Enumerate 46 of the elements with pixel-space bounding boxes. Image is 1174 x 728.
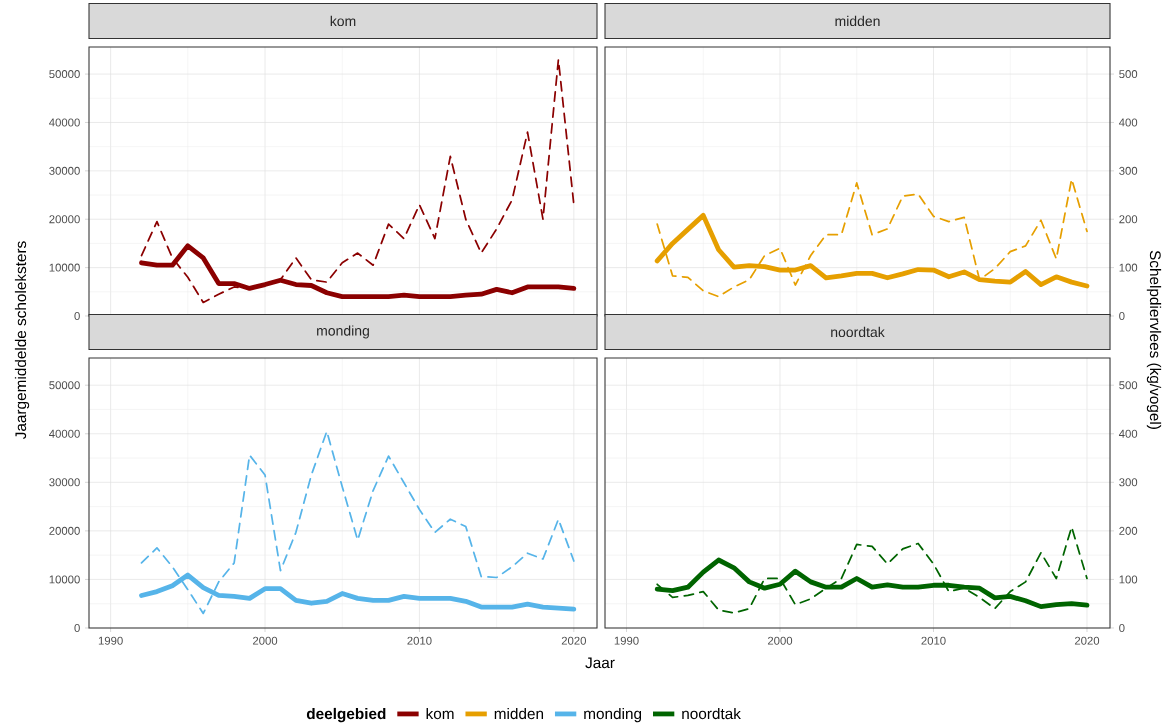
y-axis-title: Jaargemiddelde scholeksters xyxy=(14,241,30,440)
x-tick-label: 1990 xyxy=(614,636,639,645)
x-axis-title: Jaar xyxy=(585,657,615,669)
chart-title: monding xyxy=(317,325,369,339)
y-tick-label: 0 xyxy=(74,311,80,320)
y2-tick-label: 300 xyxy=(1119,478,1138,487)
y2-tick-label: 0 xyxy=(1119,311,1125,320)
y2-tick-label: 500 xyxy=(1119,70,1138,79)
legend-label: noordtak xyxy=(682,707,741,720)
y2-tick-label: 100 xyxy=(1119,263,1138,272)
y-tick-label: 50000 xyxy=(49,70,80,79)
x-tick-label: 2000 xyxy=(767,636,793,645)
y2-tick-label: 0 xyxy=(1119,624,1125,633)
y-tick-label: 20000 xyxy=(49,215,80,224)
y-tick-label: 30000 xyxy=(49,166,80,175)
y2-tick-label: 400 xyxy=(1118,429,1138,438)
y2-tick-label: 300 xyxy=(1119,166,1138,175)
y2-tick-label: 100 xyxy=(1119,575,1138,584)
x-tick-label: 2020 xyxy=(561,636,586,645)
y-tick-label: 20000 xyxy=(49,526,80,535)
y-tick-label: 50000 xyxy=(49,381,80,390)
x-tick-label: 1990 xyxy=(98,636,123,645)
y-tick-label: 40000 xyxy=(49,429,80,438)
y2-axis-title: Schelpdiervlees (kg/vogel) xyxy=(1146,250,1162,429)
chart-title: midden xyxy=(835,15,880,27)
x-tick-label: 2010 xyxy=(407,636,432,645)
y-tick-label: 0 xyxy=(74,624,80,632)
x-tick-label: 2010 xyxy=(921,636,946,645)
x-tick-label: 2020 xyxy=(1074,636,1100,645)
chart-title: noordtak xyxy=(831,326,885,338)
legend-title: deelgebied xyxy=(306,707,386,723)
y2-tick-label: 200 xyxy=(1119,215,1138,224)
y2-tick-label: 200 xyxy=(1119,526,1138,535)
y-tick-label: 10000 xyxy=(49,263,80,272)
legend-label: kom xyxy=(426,707,454,720)
y-tick-label: 10000 xyxy=(49,575,80,584)
legend-label: monding xyxy=(584,707,642,723)
y-tick-label: 30000 xyxy=(49,478,80,487)
y-tick-label: 40000 xyxy=(49,118,80,127)
line-series xyxy=(656,178,1088,298)
chart-title: kom xyxy=(330,15,356,27)
legend-label: midden xyxy=(494,707,544,720)
y2-tick-label: 400 xyxy=(1118,118,1138,127)
y2-tick-label: 500 xyxy=(1119,381,1138,390)
x-tick-label: 2000 xyxy=(252,636,278,645)
line-series xyxy=(656,526,1088,614)
